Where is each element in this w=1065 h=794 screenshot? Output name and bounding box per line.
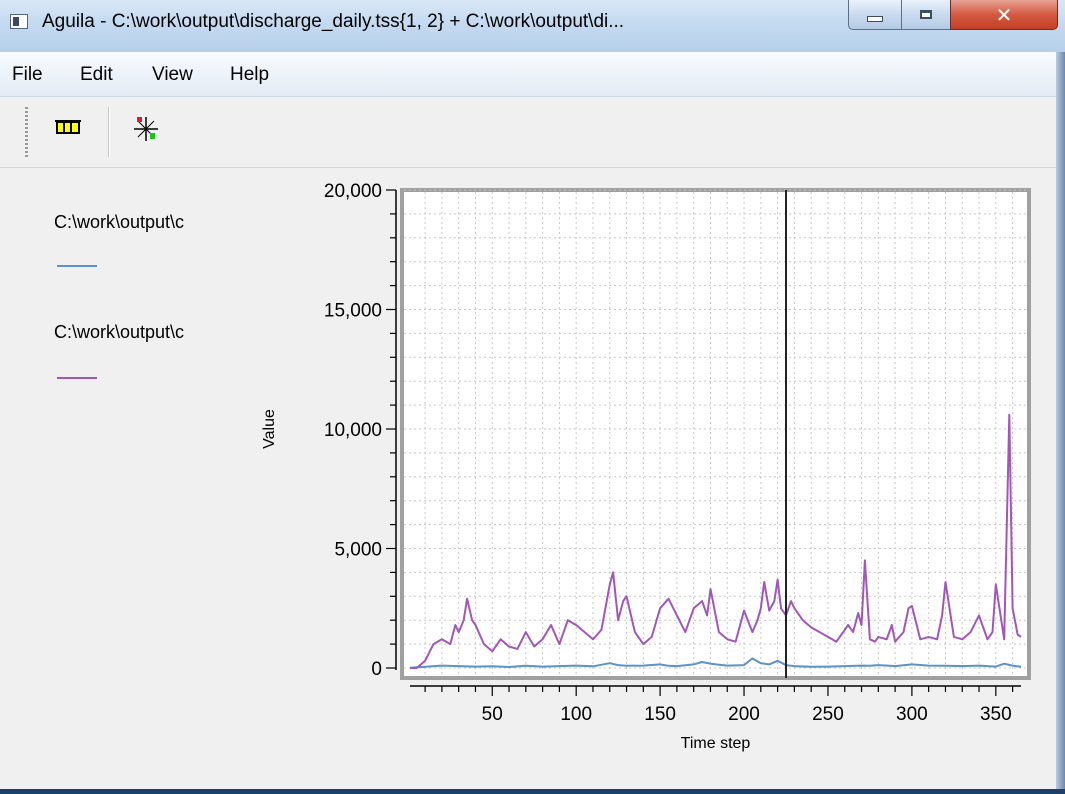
y-tick-label: 10,000 (324, 420, 382, 441)
series-line-1 (409, 657, 1022, 669)
legend-line-series-2 (57, 377, 97, 379)
chart-area[interactable]: 0 5,000 10,000 15,000 20,000 Value 50 100 150 200… (250, 168, 1060, 789)
menu-help[interactable]: Help (230, 64, 270, 85)
cursor-xy-icon (134, 117, 158, 141)
y-tick-label: 15,000 (324, 301, 382, 322)
x-tick-label: 200 (728, 704, 760, 725)
y-tick-label: 5,000 (334, 540, 382, 561)
x-tick-label: 250 (812, 704, 844, 725)
cursor-button[interactable] (128, 111, 162, 145)
maximize-button[interactable] (901, 0, 951, 30)
menu-view[interactable]: View (152, 64, 193, 85)
maximize-icon (920, 10, 932, 19)
table-icon (55, 120, 81, 134)
toolbar (0, 97, 1065, 168)
table-view-button[interactable] (52, 111, 86, 145)
legend-label-series-2[interactable]: C:\work\output\c (54, 322, 185, 342)
minimize-icon (867, 15, 883, 22)
x-tick-label: 150 (644, 704, 676, 725)
toolbar-grip[interactable] (25, 107, 28, 159)
toolbar-separator (108, 107, 110, 157)
legend-line-series-1 (57, 265, 97, 267)
minimize-button[interactable] (848, 0, 902, 30)
x-tick-label: 300 (896, 704, 928, 725)
series-line-2 (410, 413, 1022, 669)
x-tick-label: 350 (980, 704, 1012, 725)
line-chart[interactable]: 0 5,000 10,000 15,000 20,000 Value 50 100 150 200… (250, 168, 1060, 789)
legend-panel: C:\work\output\c C:\work\output\c (0, 168, 250, 789)
title-bar[interactable]: Aguila - C:\work\output\discharge_daily.… (0, 0, 1065, 53)
close-icon: ✕ (995, 2, 1013, 27)
window-border (1056, 52, 1065, 789)
window-title: Aguila - C:\work\output\discharge_daily.… (42, 11, 625, 32)
x-tick-label: 50 (482, 704, 503, 725)
plot-frame (400, 188, 1031, 680)
y-axis-label: Value (261, 409, 278, 449)
menu-file[interactable]: File (12, 64, 43, 85)
y-tick-label: 0 (371, 659, 382, 680)
y-tick-label: 20,000 (324, 181, 382, 202)
close-button[interactable]: ✕ (950, 0, 1058, 30)
menu-bar: File Edit View Help (0, 52, 1065, 97)
window-controls: ✕ (848, 0, 1060, 32)
menu-edit[interactable]: Edit (80, 64, 113, 85)
legend-label-series-1[interactable]: C:\work\output\c (54, 212, 185, 232)
x-axis-label: Time step (681, 735, 751, 752)
x-tick-label: 100 (560, 704, 592, 725)
app-icon[interactable] (10, 14, 28, 29)
